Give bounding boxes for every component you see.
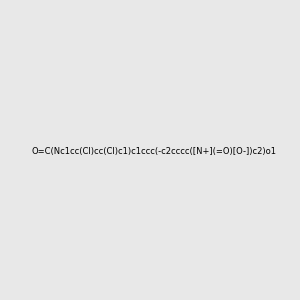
Text: O=C(Nc1cc(Cl)cc(Cl)c1)c1ccc(-c2cccc([N+](=O)[O-])c2)o1: O=C(Nc1cc(Cl)cc(Cl)c1)c1ccc(-c2cccc([N+]…	[31, 147, 276, 156]
